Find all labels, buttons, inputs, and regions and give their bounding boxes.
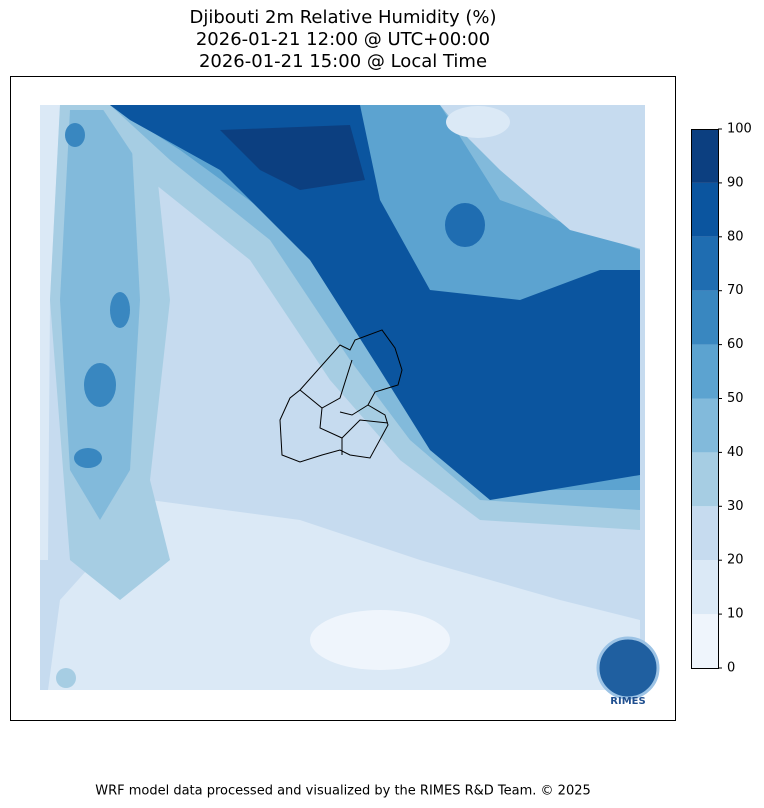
field-area xyxy=(110,292,130,328)
humidity-field xyxy=(40,105,645,690)
colorbar-segment xyxy=(691,236,718,291)
colorbar-tick-label: 30 xyxy=(727,499,744,514)
colorbar: 0 10 20 30 40 50 60 70 80 90 100 xyxy=(691,122,752,676)
colorbar-segment xyxy=(691,344,718,399)
field-area xyxy=(445,203,485,247)
field-area xyxy=(220,125,365,190)
colorbar-tick-label: 60 xyxy=(727,337,744,352)
colorbar-tick-label: 20 xyxy=(727,553,744,568)
colorbar-tick-label: 50 xyxy=(727,391,744,406)
field-area xyxy=(440,105,645,250)
colorbar-tick-label: 90 xyxy=(727,175,744,190)
colorbar-tick-label: 70 xyxy=(727,283,744,298)
colorbar-tick-label: 40 xyxy=(727,445,744,460)
field-area xyxy=(65,123,85,147)
field-area xyxy=(74,448,102,468)
title-line: Djibouti 2m Relative Humidity (%) xyxy=(190,7,497,28)
colorbar-tick-label: 100 xyxy=(727,122,752,137)
field-area xyxy=(446,106,510,138)
colorbar-segment xyxy=(691,129,718,183)
colorbar-tick-label: 80 xyxy=(727,229,744,244)
field-area xyxy=(60,110,140,520)
field-area xyxy=(48,500,640,690)
colorbar-segment xyxy=(691,182,718,237)
field-area xyxy=(84,363,116,407)
logo-text: RIMES xyxy=(610,696,645,707)
field-area xyxy=(56,668,76,688)
colorbar-segment xyxy=(691,398,718,453)
colorbar-segment xyxy=(691,560,718,615)
colorbar-segment xyxy=(691,290,718,345)
field-area xyxy=(310,610,450,670)
colorbar-tick-label: 0 xyxy=(727,661,735,676)
colorbar-tick-label: 10 xyxy=(727,607,744,622)
colorbar-segment xyxy=(691,614,718,668)
title-line: 2026-01-21 15:00 @ Local Time xyxy=(199,51,487,72)
field-area xyxy=(110,105,640,500)
footer: WRF model data processed and visualized … xyxy=(95,784,591,799)
title-line: 2026-01-21 12:00 @ UTC+00:00 xyxy=(196,29,490,50)
field-area xyxy=(40,105,60,560)
logo-emblem xyxy=(596,636,660,700)
colorbar-segment xyxy=(691,506,718,561)
country-borders xyxy=(279,329,403,463)
colorbar-segment xyxy=(691,452,718,507)
